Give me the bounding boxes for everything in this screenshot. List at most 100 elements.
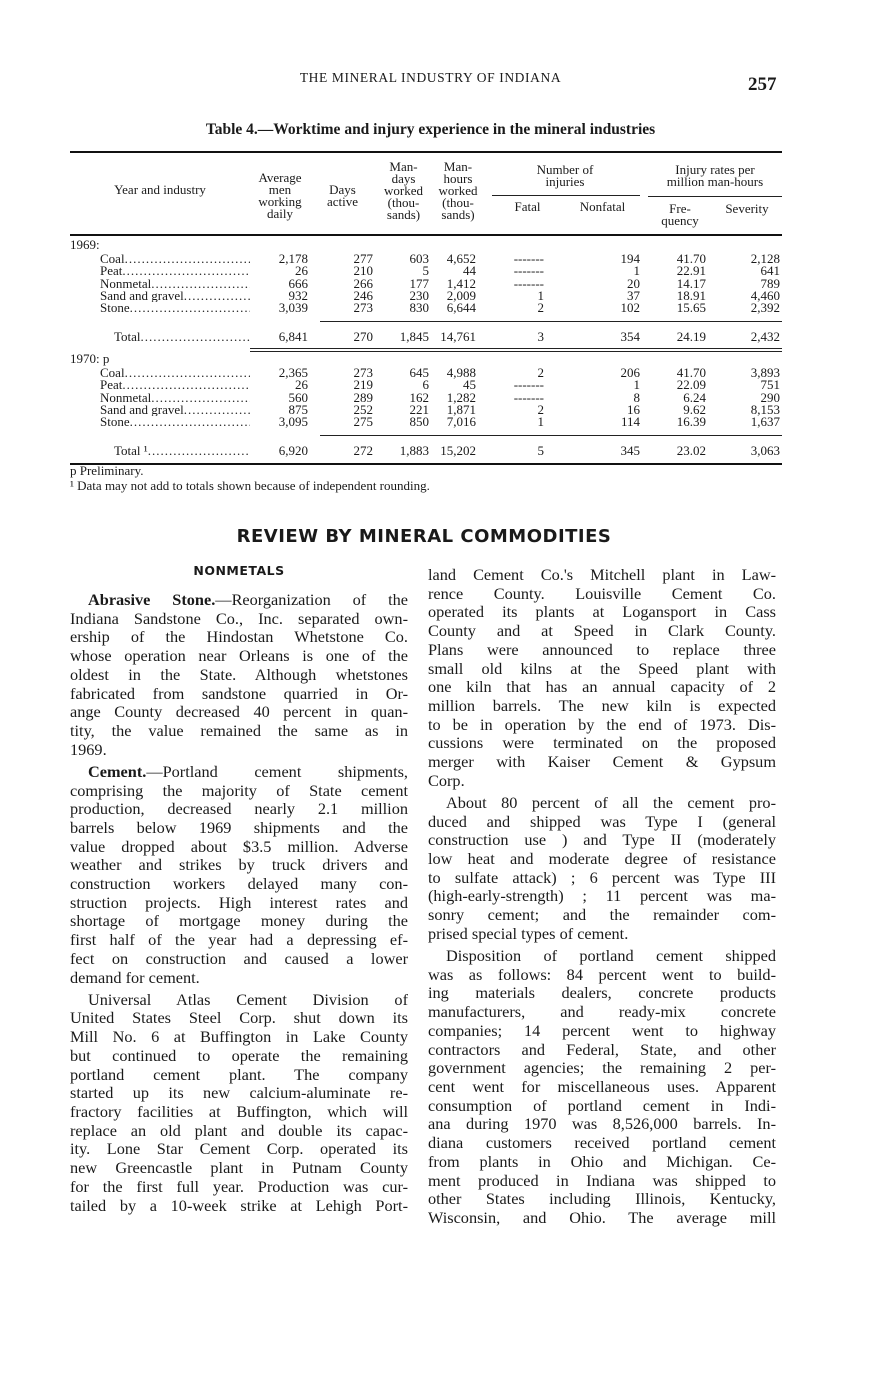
text-line: United States Steel Corp. shut down its — [70, 1009, 408, 1028]
text-line: demand for cement. — [70, 969, 408, 988]
table-row: Nonmetal 666 266 177 1,412 ------- 20 14.17 789 — [70, 277, 782, 291]
table-rule — [492, 195, 640, 196]
line-text: new Greencastle plant in Putnam County — [70, 1159, 408, 1178]
row-value: 2,178 — [278, 251, 308, 266]
line-text: value dropped about $3.5 million. Advers… — [70, 837, 408, 856]
text-line: oldest in the State. Although whetstones — [70, 666, 408, 685]
line-text: Indiana Sandstone Co., Inc. separated ow… — [70, 609, 408, 628]
row-value: 354 — [620, 328, 641, 344]
paragraph: Abrasive Stone.—Reorganization of the Ind… — [70, 591, 408, 759]
line-text: Corp. — [428, 771, 465, 790]
row-value: 830 — [409, 300, 430, 316]
row-value: 273 — [353, 365, 374, 380]
line-text: to sulfate attack) ; 6 percent was Type … — [428, 868, 776, 887]
line-text: but continued to operate the remaining — [70, 1046, 408, 1065]
line-text: Disposition of portland cement shipped — [446, 947, 776, 966]
table-row: Stone 3,095 275 850 7,016 1 114 16.39 1,637 — [70, 414, 782, 430]
line-text: ange County decreased 40 percent in quan… — [70, 703, 408, 722]
table-rule — [70, 151, 782, 153]
row-value: ------- — [513, 377, 544, 393]
header-line: men — [268, 182, 292, 197]
row-value: 16 — [627, 401, 640, 417]
row-value: 15,202 — [440, 442, 476, 458]
header-line: injuries — [545, 174, 585, 189]
line-text: operated its plants at Logansport in Cas… — [428, 603, 776, 622]
line-text: construction workers delayed many con- — [70, 875, 408, 894]
row-value: 645 — [409, 365, 430, 380]
header-line: Man- — [443, 159, 473, 174]
text-line: ana during 1970 was 8,526,000 barrels. I… — [428, 1115, 776, 1134]
paragraph: Universal Atlas Cement Division of United… — [70, 991, 408, 1215]
text-line: government agencies; the remaining 2 per… — [428, 1059, 776, 1078]
row-value: 194 — [620, 251, 641, 266]
line-text: comprising the majority of State cement — [70, 781, 408, 800]
text-line: ment produced in Indiana was shipped to — [428, 1172, 776, 1191]
header-line: million man-hours — [666, 174, 764, 189]
text-line: prised special types of cement. — [428, 925, 776, 944]
header-line: active — [326, 194, 359, 209]
text-line: Mill No. 6 at Buffington in Lake County — [70, 1028, 408, 1047]
header-average-men: Average men working daily — [250, 171, 310, 220]
header-severity: Severity — [712, 202, 782, 215]
row-label: Stone — [70, 416, 250, 429]
row-value: 4,460 — [750, 287, 780, 303]
text-line: County and at Speed in Clark County. — [428, 622, 776, 641]
text-line: tity, the value remained the same as in — [70, 722, 408, 741]
line-text: demand for cement. — [70, 968, 200, 987]
table-row: Peat 26 219 6 45 ------- 1 22.09 751 — [70, 379, 782, 392]
text-line: Indiana Sandstone Co., Inc. separated ow… — [70, 610, 408, 629]
row-value: 2 — [537, 365, 545, 380]
row-label: Nonmetal — [70, 278, 250, 291]
line-text: land Cement Co.'s Mitchell plant in Law- — [428, 566, 776, 584]
row-value: 22.09 — [676, 377, 706, 393]
line-text: shortage of mortgage money during the — [70, 912, 408, 931]
header-line: Fatal — [514, 199, 541, 214]
header-nonfatal: Nonfatal — [560, 199, 645, 214]
row-value: 22.91 — [676, 263, 706, 279]
text-line: merger with Kaiser Cement & Gypsum — [428, 753, 776, 772]
year-heading: 1969: — [70, 239, 100, 252]
row-value: 3,063 — [750, 442, 780, 458]
text-line: contractors and Federal, State, and othe… — [428, 1041, 776, 1060]
section-title: REVIEW BY MINERAL COMMODITIES — [236, 526, 612, 547]
text-line: duced and shipped was Type I (general — [428, 813, 776, 832]
worktime-injury-table: Year and industry Average men working daily D… — [70, 150, 782, 495]
row-value: 1,883 — [399, 442, 429, 458]
header-line: sands) — [441, 207, 475, 222]
row-label: Sand and gravel — [70, 404, 250, 417]
row-value: 45 — [463, 377, 476, 393]
row-value: 3,095 — [278, 414, 308, 430]
line-text: Universal Atlas Cement Division of — [88, 990, 408, 1009]
row-value: 560 — [288, 389, 309, 405]
row-value: 219 — [353, 377, 374, 393]
header-line: sands) — [386, 207, 421, 222]
line-text: prised special types of cement. — [428, 924, 629, 943]
table-row: Coal 2,365 273 645 4,988 2 206 41.70 3,893 — [70, 365, 782, 380]
row-value: ------- — [513, 263, 544, 279]
row-value: 3 — [537, 328, 545, 344]
line-text: small old kilns at the Speed plant with — [428, 659, 776, 678]
row-value: 275 — [353, 414, 374, 430]
row-value: 16.39 — [676, 414, 706, 430]
row-value: 24.19 — [676, 328, 706, 344]
header-days-active: Days active — [310, 183, 375, 209]
line-text: first half of the year had a depressing … — [70, 931, 408, 950]
text-line: low heat and moderate degree of resistan… — [428, 850, 776, 869]
line-text: Plans were announced to replace three — [428, 640, 776, 659]
row-value: 15.65 — [676, 300, 706, 316]
table-rule — [320, 434, 782, 436]
row-value: 270 — [353, 328, 374, 344]
text-line: ity. Lone Star Cement Corp. operated its — [70, 1140, 408, 1159]
header-line: (thou- — [387, 195, 420, 210]
row-label: Total — [70, 331, 250, 344]
text-line: ange County decreased 40 percent in quan… — [70, 703, 408, 722]
row-value: 26 — [295, 377, 308, 393]
row-value: 6.24 — [683, 389, 706, 405]
page-number: 257 — [748, 74, 777, 95]
text-line: replace an old plant and double its capa… — [70, 1122, 408, 1141]
row-value: 4,652 — [446, 251, 476, 266]
header-line: Nonfatal — [579, 199, 626, 214]
text-line: About 80 percent of all the cement pro- — [428, 794, 776, 813]
text-line: Wisconsin, and Ohio. The average mill — [428, 1209, 776, 1228]
row-value: 8,153 — [750, 401, 780, 417]
